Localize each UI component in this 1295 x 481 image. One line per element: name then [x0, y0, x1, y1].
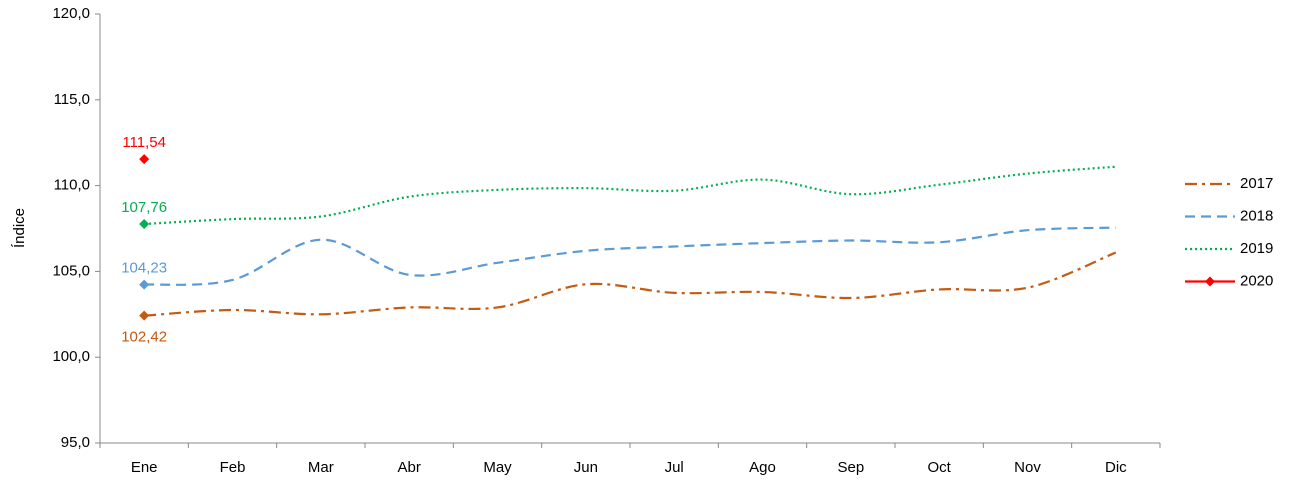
legend-label: 2020 [1240, 272, 1273, 289]
x-tick-label: Mar [308, 459, 334, 476]
x-tick-label: Jul [665, 459, 684, 476]
data-label: 111,54 [122, 134, 166, 151]
data-label: 107,76 [121, 199, 167, 216]
series-line [144, 226, 1116, 286]
series-line [144, 165, 1116, 226]
y-tick-label: 115,0 [54, 91, 90, 108]
marker [139, 154, 150, 165]
y-tick-label: 120,0 [52, 5, 90, 22]
data-label: 102,42 [121, 329, 167, 346]
x-tick-label: Abr [397, 459, 420, 476]
legend-label: 2019 [1240, 240, 1273, 257]
legend-marker [1205, 276, 1215, 287]
x-tick-label: Dic [1105, 459, 1127, 476]
marker [139, 219, 150, 230]
y-tick-label: 105,0 [52, 262, 90, 279]
x-tick-label: Jun [574, 459, 598, 476]
series-line [144, 251, 1117, 317]
x-tick-label: Sep [837, 459, 864, 476]
data-label: 104,23 [121, 260, 167, 277]
y-tick-label: 95,0 [61, 434, 90, 451]
x-tick-label: Ago [749, 459, 776, 476]
marker [139, 279, 150, 290]
x-tick-label: Ene [131, 459, 158, 476]
y-tick-label: 110,0 [54, 177, 90, 194]
legend-label: 2018 [1240, 207, 1273, 224]
marker [139, 310, 150, 321]
y-axis-title: Índice [11, 208, 28, 248]
x-tick-label: May [483, 459, 512, 476]
x-tick-label: Oct [927, 459, 951, 476]
y-tick-label: 100,0 [52, 348, 90, 365]
x-tick-label: Feb [220, 459, 246, 476]
legend-label: 2017 [1240, 175, 1273, 192]
x-tick-label: Nov [1014, 459, 1041, 476]
